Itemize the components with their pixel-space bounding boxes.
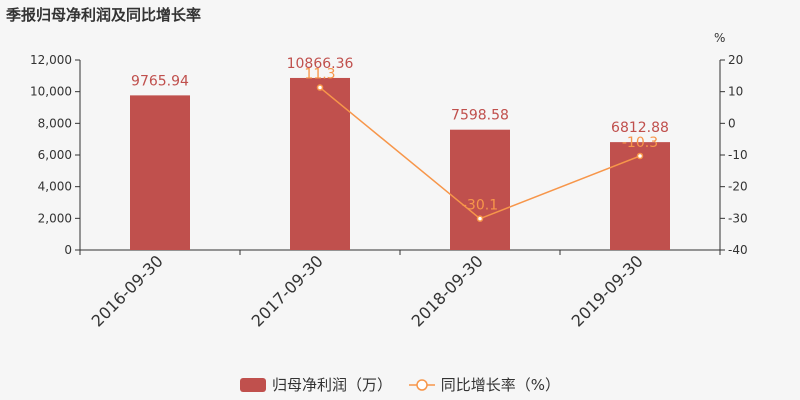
chart-title: 季报归母净利润及同比增长率 [6,6,202,24]
legend-item-growth[interactable]: 同比增长率（%） [408,374,561,395]
growth-point [316,84,324,91]
x-tick-label: 2018-09-30 [408,251,487,330]
right-tick-label: -20 [728,180,748,194]
growth-point [636,152,644,160]
left-tick-label: 6,000 [38,148,72,162]
x-tick-label: 2016-09-30 [88,251,167,330]
bar-value-label: 7598.58 [451,108,509,124]
legend-item-profit[interactable]: 归母净利润（万） [239,374,392,395]
bar [450,129,510,250]
bar-value-label: 9765.94 [131,73,189,89]
legend-label-growth: 同比增长率（%） [440,376,561,394]
bar-swatch-icon [239,377,266,392]
right-tick-label: -30 [728,211,748,225]
legend: 归母净利润（万） 同比增长率（%） [0,374,800,396]
right-tick-label: -10 [728,148,748,162]
legend-label-profit: 归母净利润（万） [271,376,392,394]
bar [130,95,190,250]
left-tick-label: 8,000 [38,116,72,130]
x-tick-label: 2017-09-30 [248,251,327,330]
bar [290,77,350,250]
right-tick-label: 20 [728,53,743,67]
growth-value-label: 11.3 [304,67,335,83]
growth-value-label: -30.1 [462,198,498,214]
combo-chart: 0 2,000 4,000 6,000 8,000 10,000 12,000 -40 -30 -… [30,31,748,331]
left-tick-label: 10,000 [30,85,72,99]
bar [610,142,670,250]
right-axis-unit-label: % [714,31,725,45]
right-tick-label: 0 [728,116,736,130]
left-tick-label: 4,000 [38,180,72,194]
left-tick-label: 12,000 [30,53,72,67]
bar-value-label: 6812.88 [611,120,669,136]
x-tick-label: 2019-09-30 [568,251,647,330]
bar-value-label: 10866.36 [287,56,354,72]
left-tick-label: 0 [64,243,72,257]
growth-value-label: -10.3 [622,135,658,151]
growth-point [476,215,484,222]
line-swatch-icon [408,378,435,391]
left-tick-label: 2,000 [38,211,72,225]
right-tick-label: -40 [728,243,748,257]
right-tick-label: 10 [728,85,743,99]
